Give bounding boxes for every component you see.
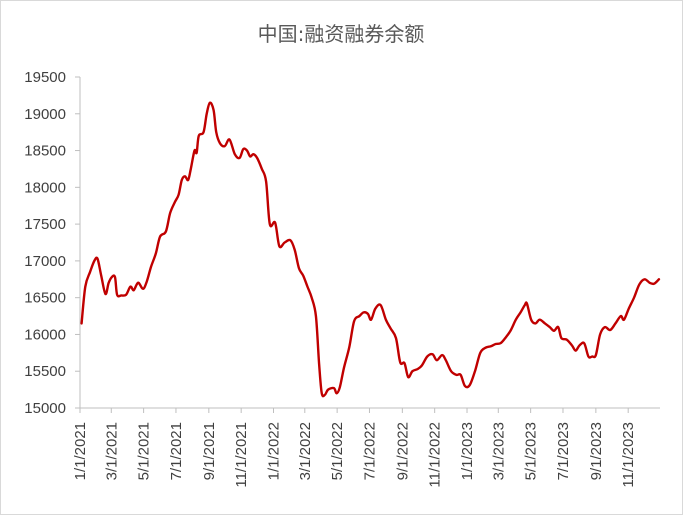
x-tick-label: 11/1/2022 [427,422,444,488]
series-line-0 [80,101,661,398]
x-tick-label: 11/1/2023 [620,422,637,488]
x-tick-label: 5/1/2021 [136,422,153,480]
x-tick-label: 3/1/2022 [297,422,314,480]
x-tick-label: 1/1/2021 [72,422,89,480]
y-tick-label: 18500 [24,143,66,160]
x-tick-label: 7/1/2022 [361,422,378,480]
y-axis: 15000 15500 16000 16500 17000 17500 18000 18500… [24,69,81,417]
y-tick-label: 18000 [24,179,66,196]
x-tick-label: 1/1/2022 [266,422,283,480]
x-axis: 1/1/2021 3/1/2021 5/1/2021 7/1/2021 9/1/2021… [72,407,660,488]
x-tick-label: 9/1/2023 [588,422,605,480]
chart-title: 中国:融资融券余额 [258,22,425,46]
x-tick-label: 9/1/2022 [394,422,411,480]
x-tick-label: 3/1/2023 [490,422,507,480]
y-tick-label: 17500 [24,216,66,233]
plot-area [80,101,661,398]
y-tick-label: 15500 [24,363,66,380]
y-tick-label: 15000 [24,400,66,417]
x-tick-label: 3/1/2021 [103,422,120,480]
y-tick-label: 19500 [24,69,66,86]
y-tick-label: 19000 [24,106,66,123]
x-tick-label: 5/1/2023 [523,422,540,480]
x-tick-label: 9/1/2021 [201,422,218,480]
y-tick-label: 16500 [24,290,66,307]
y-tick-label: 16000 [24,326,66,343]
x-tick-label: 7/1/2023 [555,422,572,480]
x-tick-label: 1/1/2023 [459,422,476,480]
x-tick-label: 7/1/2021 [168,422,185,480]
x-tick-label: 11/1/2021 [233,422,250,488]
y-tick-label: 17000 [24,253,66,270]
x-tick-label: 5/1/2022 [329,422,346,480]
